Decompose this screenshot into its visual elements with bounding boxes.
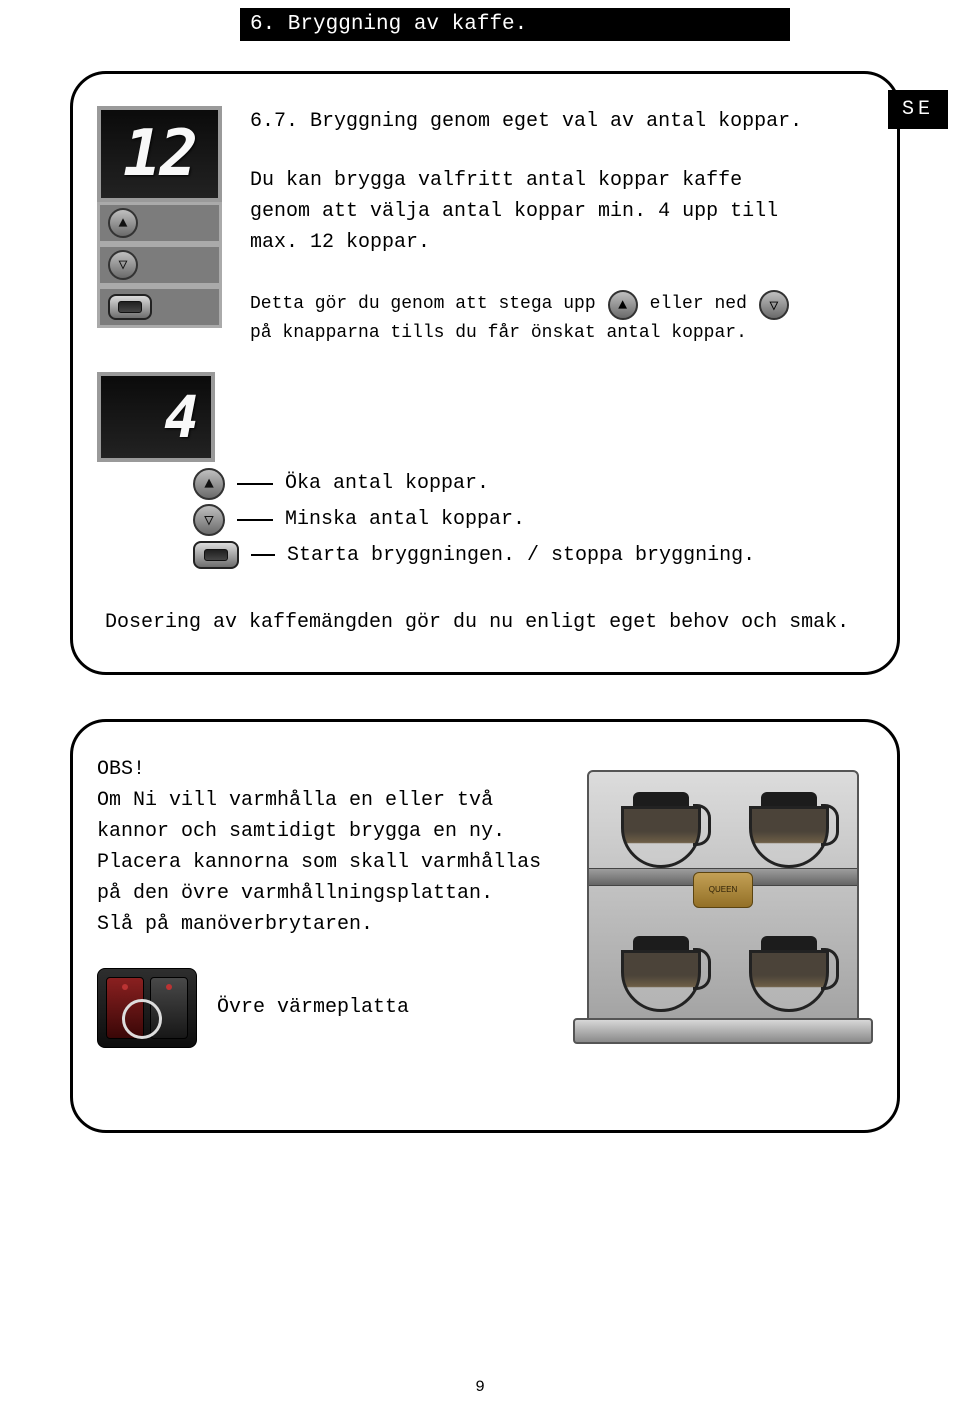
- inline-up-icon: ▲: [608, 290, 638, 320]
- switch-label: Övre värmeplatta: [217, 992, 409, 1023]
- down-button-callout: ▽ Minska antal koppar.: [193, 504, 873, 536]
- up-icon: ▲: [108, 208, 138, 238]
- step-instruction: Detta gör du genom att stega upp ▲ eller…: [250, 290, 873, 320]
- carafe-icon: [611, 778, 711, 868]
- control-panel-illustration-12: 12 ▲ ▽: [97, 106, 222, 328]
- step-text-b: eller ned: [650, 291, 747, 319]
- up-label: Öka antal koppar.: [285, 468, 489, 499]
- leader-line: [237, 483, 273, 485]
- dosing-text: Dosering av kaffemängden gör du nu enlig…: [105, 607, 873, 638]
- down-label: Minska antal koppar.: [285, 504, 525, 535]
- button-row-up: ▲: [97, 202, 222, 244]
- start-button-callout: Starta bryggningen. / stoppa bryggning.: [193, 540, 873, 571]
- step-text-c: på knapparna tills du får önskat antal k…: [250, 320, 873, 348]
- section-header: 6. Bryggning av kaffe.: [240, 8, 790, 41]
- leader-line: [237, 519, 273, 521]
- obs-line1: Om Ni vill varmhålla en eller två kannor…: [97, 785, 555, 847]
- up-button-callout: ▲ Öka antal koppar.: [193, 468, 873, 500]
- highlight-ring-icon: [122, 999, 162, 1039]
- lcd-display-12: 12: [97, 106, 222, 202]
- start-stop-icon: [108, 294, 152, 320]
- down-icon: ▽: [108, 250, 138, 280]
- coffee-machine-illustration: QUEEN: [573, 754, 873, 1044]
- leader-line: [251, 554, 275, 556]
- panel-brewing: 12 ▲ ▽ 6.7. Bryggning genom eget val av …: [70, 71, 900, 675]
- rocker-switch-illustration: [97, 968, 197, 1048]
- button-row-start: [97, 286, 222, 328]
- carafe-icon: [611, 922, 711, 1012]
- intro-text: Du kan brygga valfritt antal koppar kaff…: [250, 165, 810, 258]
- panel-obs: OBS! Om Ni vill varmhålla en eller två k…: [70, 719, 900, 1133]
- page-number: 9: [475, 1378, 485, 1396]
- start-label: Starta bryggningen. / stoppa bryggning.: [287, 540, 755, 571]
- button-row-down: ▽: [97, 244, 222, 286]
- brand-badge: QUEEN: [693, 872, 753, 908]
- inline-down-icon: ▽: [759, 290, 789, 320]
- lcd-display-4: 4: [97, 372, 215, 462]
- up-icon: ▲: [193, 468, 225, 500]
- step-text-a: Detta gör du genom att stega upp: [250, 291, 596, 319]
- down-icon: ▽: [193, 504, 225, 536]
- subheading: 6.7. Bryggning genom eget val av antal k…: [250, 106, 873, 137]
- obs-line3: Slå på manöverbrytaren.: [97, 909, 555, 940]
- start-stop-icon: [193, 541, 239, 569]
- carafe-icon: [739, 922, 839, 1012]
- obs-heading: OBS!: [97, 754, 555, 785]
- control-panel-illustration-4: 4: [97, 372, 215, 462]
- carafe-icon: [739, 778, 839, 868]
- obs-line2: Placera kannorna som skall varmhållas på…: [97, 847, 555, 909]
